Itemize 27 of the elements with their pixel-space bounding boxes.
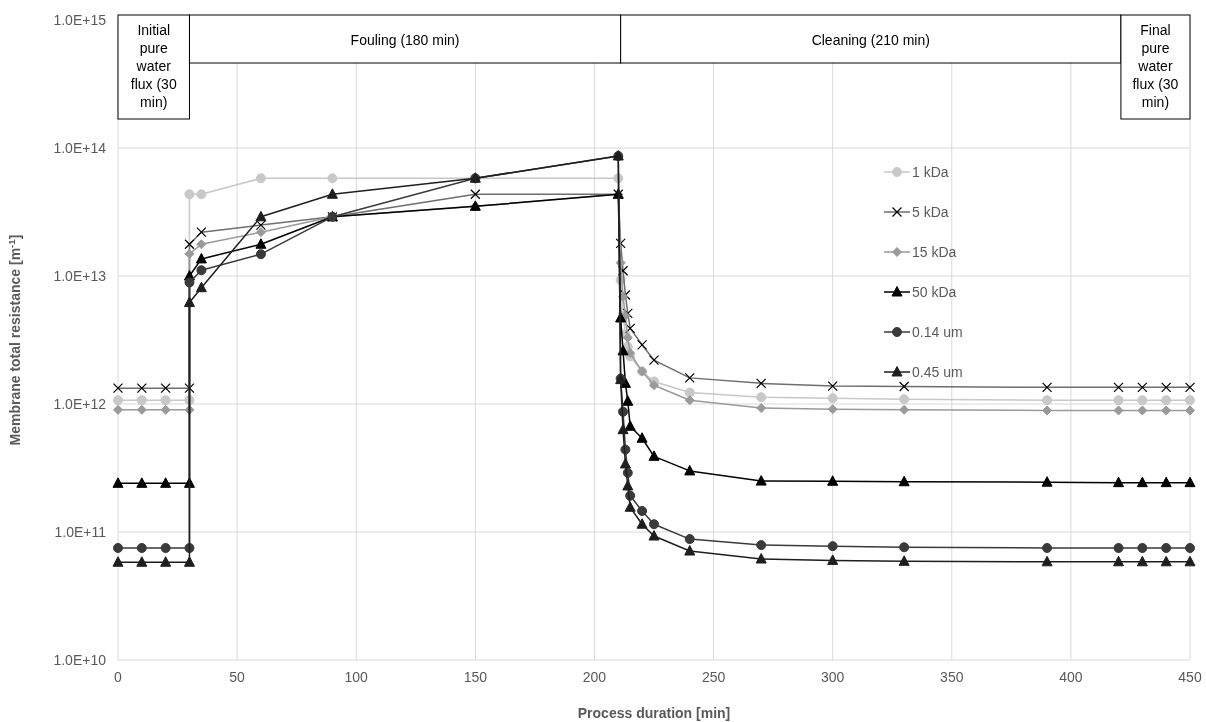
x-tick-label: 150 bbox=[463, 669, 488, 685]
x-tick-label: 450 bbox=[1178, 669, 1202, 685]
y-tick-label: 1.0E+10 bbox=[53, 652, 107, 668]
x-tick-label: 300 bbox=[820, 669, 845, 685]
legend-label: 50 kDa bbox=[912, 284, 957, 300]
band-label: Cleaning (210 min) bbox=[811, 32, 930, 48]
legend-label: 1 kDa bbox=[912, 164, 949, 180]
band-label: Initial pure water flux (30 min) bbox=[130, 22, 177, 110]
legend-label: 0.14 um bbox=[912, 324, 963, 340]
x-tick-label: 0 bbox=[114, 669, 123, 685]
y-tick-label: 1.0E+11 bbox=[54, 524, 107, 540]
x-tick-label: 100 bbox=[344, 669, 369, 685]
band-label: Final pure water flux (30 min) bbox=[1132, 22, 1179, 110]
band-label: Fouling (180 min) bbox=[350, 32, 460, 48]
legend-label: 5 kDa bbox=[912, 204, 949, 220]
y-tick-label: 1.0E+12 bbox=[53, 396, 107, 412]
y-tick-label: 1.0E+14 bbox=[53, 140, 107, 156]
legend-label: 15 kDa bbox=[912, 244, 957, 260]
x-tick-label: 50 bbox=[229, 669, 246, 685]
x-tick-label: 200 bbox=[582, 669, 607, 685]
x-tick-label: 350 bbox=[940, 669, 964, 685]
x-axis-title: Process duration [min] bbox=[577, 705, 731, 721]
y-tick-label: 1.0E+13 bbox=[53, 268, 107, 284]
x-tick-label: 400 bbox=[1059, 669, 1083, 685]
y-tick-label: 1.0E+15 bbox=[53, 12, 107, 28]
x-tick-label: 250 bbox=[701, 669, 726, 685]
legend-label: 0.45 um bbox=[912, 364, 963, 380]
